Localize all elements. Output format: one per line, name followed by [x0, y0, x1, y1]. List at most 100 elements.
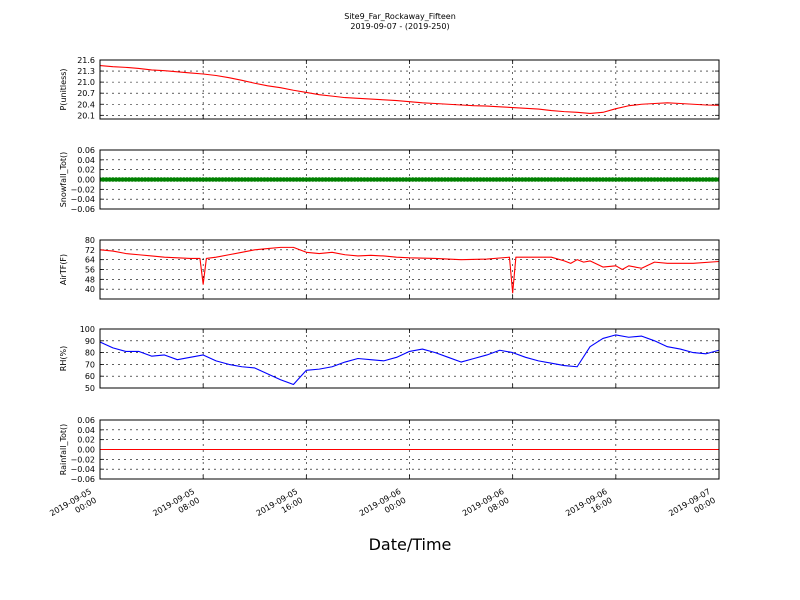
data-point [619, 177, 625, 182]
series-line [100, 64, 719, 115]
data-point [329, 177, 335, 182]
y-tick-label: 48 [85, 275, 95, 284]
data-point [510, 177, 515, 182]
figure-title-line1: Site9_Far_Rockaway_Fifteen [344, 12, 456, 21]
data-point [445, 177, 451, 182]
data-point [320, 177, 325, 182]
data-point [558, 177, 564, 182]
data-point [697, 177, 702, 182]
data-point [426, 177, 432, 182]
data-point [365, 177, 370, 182]
data-point [181, 177, 187, 182]
data-point [397, 177, 403, 182]
data-point [271, 177, 277, 182]
data-point [661, 177, 667, 182]
y-axis-label: P(unitless) [59, 68, 68, 110]
data-point [255, 177, 261, 182]
data-point [642, 177, 648, 182]
data-point [178, 177, 183, 182]
data-point [571, 177, 577, 182]
data-point [342, 177, 348, 182]
data-point [249, 177, 254, 182]
y-tick-label: 20.4 [77, 100, 95, 109]
data-point [113, 177, 119, 182]
y-tick-label: 72 [85, 246, 95, 255]
data-point [678, 177, 683, 182]
y-tick-label: −0.02 [70, 185, 95, 194]
data-point [581, 177, 586, 182]
data-point [523, 177, 528, 182]
data-point [481, 177, 486, 182]
data-point [636, 177, 641, 182]
data-point [700, 177, 706, 182]
y-tick-label: 90 [85, 337, 95, 346]
series-1 [100, 64, 719, 115]
y-tick-label: 100 [80, 325, 95, 334]
y-tick-label: 20.7 [77, 89, 95, 98]
data-point [442, 177, 448, 182]
y-tick-label: 50 [85, 384, 95, 393]
data-point [681, 177, 686, 182]
x-axis-label: Date/Time [369, 535, 452, 554]
data-point [613, 177, 619, 182]
data-point [200, 177, 206, 182]
data-point [500, 177, 506, 182]
data-point [100, 177, 106, 182]
data-point [197, 177, 203, 182]
data-point [294, 177, 299, 182]
data-point [175, 177, 180, 182]
data-point [262, 177, 267, 182]
data-point [536, 177, 541, 182]
data-point [413, 177, 419, 182]
data-point [226, 177, 232, 182]
data-point [326, 177, 332, 182]
data-point [694, 177, 699, 182]
data-point [139, 177, 145, 182]
data-point [713, 177, 719, 182]
data-point [532, 177, 538, 182]
data-point [239, 177, 245, 182]
data-point [545, 177, 551, 182]
y-tick-label: 0.00 [77, 176, 95, 185]
data-point [191, 177, 196, 182]
y-tick-label: 40 [85, 285, 95, 294]
data-point [133, 177, 138, 182]
data-point [236, 177, 241, 182]
data-point [162, 177, 167, 182]
data-point [275, 177, 280, 182]
y-tick-label: 60 [85, 372, 95, 381]
chart-panels: 20.1 20.4 20.7 21.0 21.3 21.6 P(unitless) −0.06… [59, 56, 720, 484]
data-point [542, 177, 548, 182]
data-point [233, 177, 238, 182]
panel-2: −0.06−0.04−0.020.000.020.040.06 Snowfall_… [59, 146, 720, 214]
data-point [458, 177, 464, 182]
data-point [323, 177, 328, 182]
data-point [120, 177, 125, 182]
data-point [300, 177, 306, 182]
data-point [394, 177, 399, 182]
data-point [674, 177, 680, 182]
data-point [516, 177, 522, 182]
y-axis-label: AirTF(F) [59, 254, 68, 285]
y-tick-label: 64 [85, 256, 95, 265]
data-point [507, 177, 512, 182]
data-point [632, 177, 638, 182]
data-point [491, 177, 496, 182]
plot-frame [99, 328, 720, 389]
y-tick-label: 70 [85, 360, 95, 369]
data-point [268, 177, 274, 182]
plot-frame [99, 149, 720, 210]
panel-4: 50 60 70 80 90 100 RH(%) [59, 325, 720, 393]
data-point [423, 177, 428, 182]
data-point [223, 177, 229, 182]
data-point [345, 177, 351, 182]
data-point [403, 177, 409, 182]
panel-1: 20.1 20.4 20.7 21.0 21.3 21.6 P(unitless) [59, 56, 720, 120]
data-point [400, 177, 406, 182]
data-point [336, 177, 341, 182]
series-line [100, 246, 719, 294]
data-point [645, 177, 651, 182]
data-point [371, 177, 377, 182]
y-tick-label: −0.04 [70, 195, 95, 204]
